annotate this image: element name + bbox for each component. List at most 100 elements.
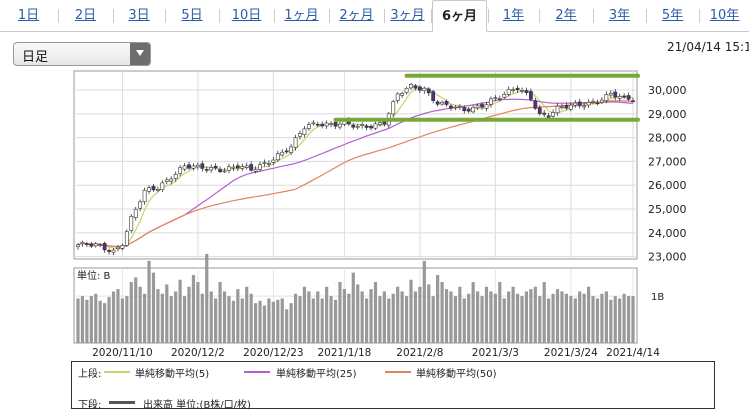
volume-bar bbox=[595, 298, 600, 343]
candle-body bbox=[506, 89, 511, 95]
volume-bar bbox=[458, 286, 462, 343]
candle-body bbox=[444, 101, 449, 105]
volume-bar bbox=[236, 289, 240, 343]
candle-body bbox=[129, 215, 134, 231]
volume-bar bbox=[258, 300, 262, 343]
candle-body bbox=[466, 109, 471, 112]
tab-1ヶ月[interactable]: 1ヶ月 bbox=[284, 8, 319, 23]
volume-bar bbox=[551, 293, 555, 343]
candle-body bbox=[355, 125, 360, 128]
candle-body bbox=[187, 164, 191, 169]
legend-upper-label: 上段: bbox=[78, 369, 102, 380]
legend-ma25: 単純移動平均(25) bbox=[276, 369, 357, 380]
volume-bar bbox=[542, 282, 546, 343]
volume-bar bbox=[564, 293, 568, 343]
x-tick-label: 2021/4/14 bbox=[606, 347, 660, 359]
volume-bar bbox=[267, 298, 271, 343]
volume-bar bbox=[511, 286, 515, 343]
volume-bar bbox=[404, 296, 409, 343]
tab-5年[interactable]: 5年 bbox=[661, 8, 684, 23]
volume-bar bbox=[538, 296, 542, 343]
candle-body bbox=[364, 125, 369, 128]
candle-body bbox=[253, 169, 258, 172]
chart-type-select[interactable]: 日足 bbox=[13, 42, 151, 66]
candle-body bbox=[591, 101, 595, 103]
volume-bar bbox=[462, 298, 466, 343]
price-tick-label: 25,000 bbox=[648, 203, 687, 216]
volume-bar bbox=[240, 298, 244, 343]
candle-body bbox=[480, 104, 484, 108]
volume-bar bbox=[591, 296, 595, 343]
candle-body bbox=[435, 101, 440, 105]
volume-bar bbox=[191, 275, 196, 343]
volume-bar bbox=[187, 286, 191, 343]
tab-2ヶ月[interactable]: 2ヶ月 bbox=[339, 8, 374, 23]
tab-5日[interactable]: 5日 bbox=[181, 8, 203, 23]
tab-10年[interactable]: 10年 bbox=[709, 8, 740, 23]
volume-bar bbox=[413, 291, 418, 343]
volume-bar bbox=[484, 286, 489, 343]
volume-bar bbox=[200, 293, 204, 343]
candle-body bbox=[267, 162, 271, 165]
tab-2年[interactable]: 2年 bbox=[555, 8, 577, 23]
candle-body bbox=[320, 123, 325, 127]
candle-body bbox=[98, 244, 103, 247]
tab-3ヶ月[interactable]: 3ヶ月 bbox=[390, 8, 425, 23]
x-tick-label: 2020/11/10 bbox=[92, 347, 153, 359]
candle-body bbox=[475, 105, 480, 109]
volume-bar bbox=[391, 293, 395, 343]
volume-bar bbox=[507, 291, 511, 343]
volume-bar bbox=[626, 296, 631, 343]
candle-body bbox=[453, 106, 458, 109]
volume-bar bbox=[205, 253, 209, 343]
price-tick-label: 23,000 bbox=[648, 251, 687, 264]
chart-type-selected: 日足 bbox=[22, 50, 49, 65]
volume-bar bbox=[524, 291, 529, 343]
candle-body bbox=[520, 90, 524, 92]
tab-divider bbox=[646, 9, 647, 23]
candle-body bbox=[462, 107, 467, 112]
tab-1日[interactable]: 1日 bbox=[17, 8, 40, 23]
candle-body bbox=[471, 107, 476, 113]
candle-body bbox=[289, 146, 294, 153]
candle-body bbox=[160, 182, 165, 191]
candle-body bbox=[142, 189, 147, 203]
candle-body bbox=[164, 179, 169, 182]
candle-body bbox=[116, 246, 120, 250]
chevron-down-icon[interactable] bbox=[130, 43, 150, 65]
tab-divider bbox=[329, 9, 330, 23]
volume-bar bbox=[280, 298, 284, 343]
candle-body bbox=[604, 94, 609, 101]
candle-body bbox=[404, 88, 409, 93]
tab-2日[interactable]: 2日 bbox=[74, 8, 97, 23]
candle-body bbox=[426, 88, 431, 94]
tab-divider bbox=[274, 9, 275, 23]
candle-body bbox=[169, 178, 174, 182]
x-tick-label: 2020/12/2 bbox=[171, 347, 225, 359]
tab-1年[interactable]: 1年 bbox=[502, 8, 525, 23]
candle-body bbox=[293, 137, 298, 148]
tab-3年[interactable]: 3年 bbox=[608, 8, 631, 23]
volume-bar bbox=[378, 296, 382, 343]
candle-body bbox=[493, 97, 498, 100]
volume-bar bbox=[245, 286, 249, 343]
period-tabs: 1日 2日 3日 5日 10日 1ヶ月 2ヶ月 3ヶ月 6ヶ月 1年 2年 3年 5年 10年 bbox=[0, 0, 749, 32]
volume-bar bbox=[249, 293, 253, 343]
volume-bar bbox=[422, 260, 426, 343]
candle-body bbox=[182, 165, 187, 170]
candle-body bbox=[284, 150, 289, 153]
candle-body bbox=[546, 115, 551, 118]
tab-3日[interactable]: 3日 bbox=[128, 8, 150, 23]
candle-body bbox=[586, 101, 591, 106]
candle-body bbox=[222, 170, 227, 173]
candle-body bbox=[120, 245, 125, 249]
volume-bar bbox=[547, 298, 551, 343]
stock-chart: 30,000 29,000 28,000 27,000 26,000 25,000 24,0… bbox=[73, 70, 687, 359]
volume-bar bbox=[276, 299, 280, 343]
tab-6ヶ月[interactable]: 6ヶ月 bbox=[432, 0, 487, 32]
tab-10日[interactable]: 10日 bbox=[231, 8, 262, 23]
candle-body bbox=[400, 93, 405, 96]
tab-divider bbox=[539, 9, 540, 23]
volume-bar bbox=[80, 296, 85, 343]
candle-body bbox=[555, 105, 560, 114]
